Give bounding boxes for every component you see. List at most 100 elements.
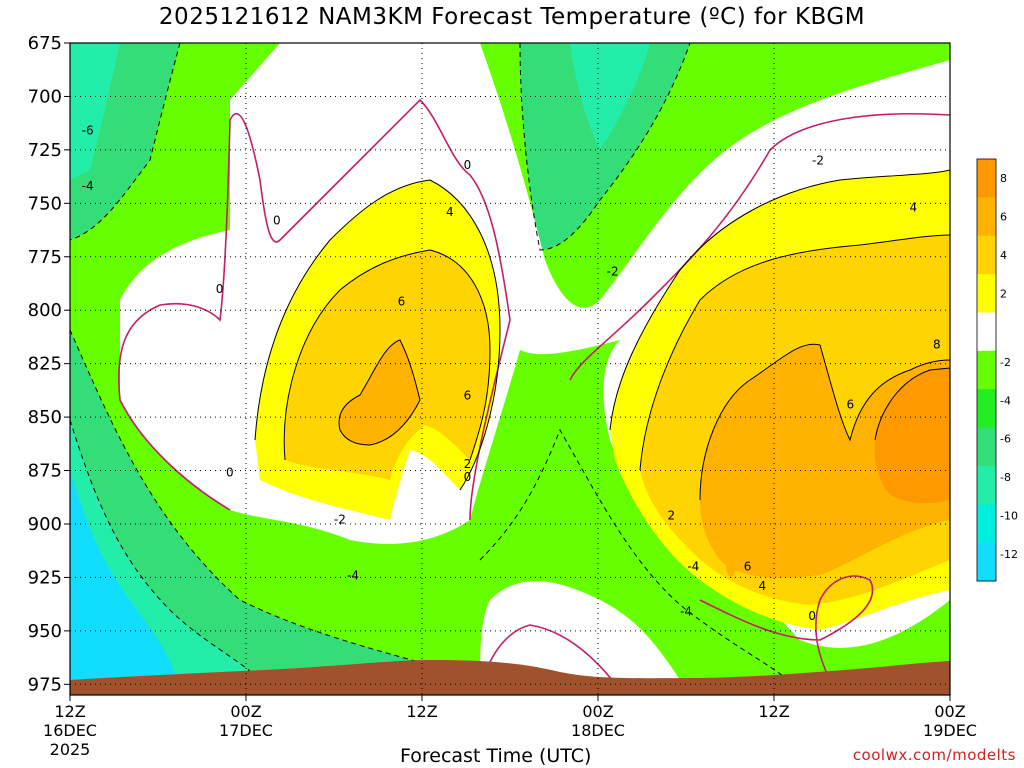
x-axis-title: Forecast Time (UTC) bbox=[400, 745, 592, 767]
contour-label: -4 bbox=[680, 605, 692, 619]
y-tick-label: 725 bbox=[28, 140, 62, 161]
contour-label: 0 bbox=[808, 609, 816, 623]
y-tick-label: 775 bbox=[28, 247, 62, 268]
plot-frame bbox=[69, 42, 951, 696]
colorbar-label: -8 bbox=[1000, 471, 1011, 484]
contour-line-0c-lower bbox=[479, 624, 621, 691]
contour-dashed-cold-1 bbox=[70, 329, 481, 681]
x-tick-date: 17DEC bbox=[219, 721, 273, 740]
contour-dashed-upper-mid bbox=[519, 43, 691, 251]
x-tick-year: 2025 bbox=[50, 740, 91, 759]
contour-solid-8-right bbox=[874, 367, 950, 441]
y-tick-label: 850 bbox=[28, 407, 62, 428]
contour-label: -4 bbox=[347, 568, 359, 582]
y-tick-label: 825 bbox=[28, 354, 62, 375]
contour-label: 2 bbox=[668, 508, 676, 522]
colorbar-segment bbox=[977, 504, 996, 544]
contour-label: 4 bbox=[910, 201, 918, 215]
y-tick-label: 750 bbox=[28, 193, 62, 214]
contour-line-0c-right bbox=[569, 112, 950, 381]
region-small-orange bbox=[725, 533, 737, 577]
colorbar-segment bbox=[977, 389, 996, 429]
contour-solid-2-right bbox=[609, 169, 950, 431]
colorbar-label: -10 bbox=[1000, 509, 1018, 522]
region-lower-white bbox=[480, 581, 680, 685]
x-tick-time: 12Z bbox=[406, 702, 437, 721]
contour-label: 2 bbox=[464, 457, 472, 471]
contour-fill-layer bbox=[70, 43, 950, 695]
contour-label: 8 bbox=[933, 337, 941, 351]
x-tick-date: 18DEC bbox=[571, 721, 625, 740]
contour-label: 0 bbox=[464, 470, 472, 484]
grid-layer bbox=[70, 42, 950, 695]
colorbar-label: -12 bbox=[1000, 548, 1018, 561]
x-tick-time: 12Z bbox=[758, 702, 789, 721]
y-tick-label: 800 bbox=[28, 300, 62, 321]
contour-label: -2 bbox=[607, 265, 619, 279]
contour-label: 6 bbox=[846, 397, 854, 411]
contour-solid-4-left bbox=[283, 249, 491, 461]
contour-solid-6-left bbox=[338, 339, 421, 446]
terrain-fill bbox=[70, 660, 950, 695]
contour-label: -2 bbox=[334, 513, 346, 527]
contour-label: 0 bbox=[216, 282, 224, 296]
colorbar-label: 4 bbox=[1000, 249, 1007, 262]
y-tick-label: 875 bbox=[28, 461, 62, 482]
colorbar-label: -6 bbox=[1000, 433, 1011, 446]
contour-label: 6 bbox=[398, 295, 406, 309]
colorbar-segment bbox=[977, 197, 996, 237]
contour-label: 4 bbox=[446, 205, 454, 219]
y-tick-label: 700 bbox=[28, 86, 62, 107]
colorbar-segment bbox=[977, 312, 996, 352]
region-deep-orange-right bbox=[874, 368, 950, 504]
x-tick-date: 19DEC bbox=[923, 721, 977, 740]
region-cold-teal bbox=[70, 330, 480, 695]
contour-line-0c-right-lower bbox=[699, 575, 874, 681]
x-tick-time: 00Z bbox=[230, 702, 261, 721]
x-tick-time: 00Z bbox=[934, 702, 965, 721]
contour-label: 0 bbox=[226, 466, 234, 480]
contour-label: 0 bbox=[464, 158, 472, 172]
colorbar-segment bbox=[977, 542, 996, 582]
contour-dashed-lower-right bbox=[479, 428, 801, 691]
credit-link[interactable]: coolwx.com/modelts bbox=[852, 746, 1016, 764]
contour-label: -4 bbox=[687, 560, 699, 574]
colorbar-segment bbox=[977, 350, 996, 390]
colorbar-label: -2 bbox=[1000, 356, 1011, 369]
y-tick-label: 950 bbox=[28, 621, 62, 642]
y-axis: 675 700 725 750 775 800 825 850 875 900 925 950 975 bbox=[28, 33, 70, 695]
contour-label: -2 bbox=[812, 154, 824, 168]
x-tick-date: 16DEC bbox=[43, 721, 97, 740]
region-upper-left-colder bbox=[70, 43, 120, 180]
contour-solid-6-right bbox=[699, 343, 950, 501]
y-tick-label: 675 bbox=[28, 33, 62, 54]
contour-dashed-cold-2 bbox=[70, 419, 261, 681]
colorbar-segment bbox=[977, 159, 996, 198]
region-coldest bbox=[70, 470, 180, 695]
x-tick-time: 00Z bbox=[582, 702, 613, 721]
contour-line-0c bbox=[118, 98, 511, 521]
region-orange-left bbox=[339, 340, 420, 445]
colorbar-segment bbox=[977, 465, 996, 505]
region-upper-mid-cold bbox=[520, 43, 690, 250]
colorbar-segment bbox=[977, 235, 996, 275]
colorbar-label: 8 bbox=[1000, 172, 1007, 185]
region-orange-right bbox=[700, 344, 950, 578]
colorbar: 8 6 4 2 -2 -4 -6 -8 -10 -12 bbox=[976, 158, 1018, 582]
colorbar-segment bbox=[977, 427, 996, 467]
contour-label: -6 bbox=[82, 124, 94, 138]
contour-solid-4-right bbox=[639, 234, 950, 471]
x-tick-time: 12Z bbox=[54, 702, 85, 721]
y-tick-label: 975 bbox=[28, 674, 62, 695]
contour-label: 0 bbox=[273, 213, 281, 227]
contour-solid-2-left bbox=[254, 179, 501, 491]
y-tick-label: 925 bbox=[28, 567, 62, 588]
contour-label: 6 bbox=[464, 389, 472, 403]
chart-title: 2025121612 NAM3KM Forecast Temperature (… bbox=[158, 4, 866, 30]
colorbar-segment bbox=[977, 274, 996, 313]
contour-label: -4 bbox=[82, 179, 94, 193]
colorbar-label: 2 bbox=[1000, 287, 1007, 300]
y-tick-label: 900 bbox=[28, 514, 62, 535]
